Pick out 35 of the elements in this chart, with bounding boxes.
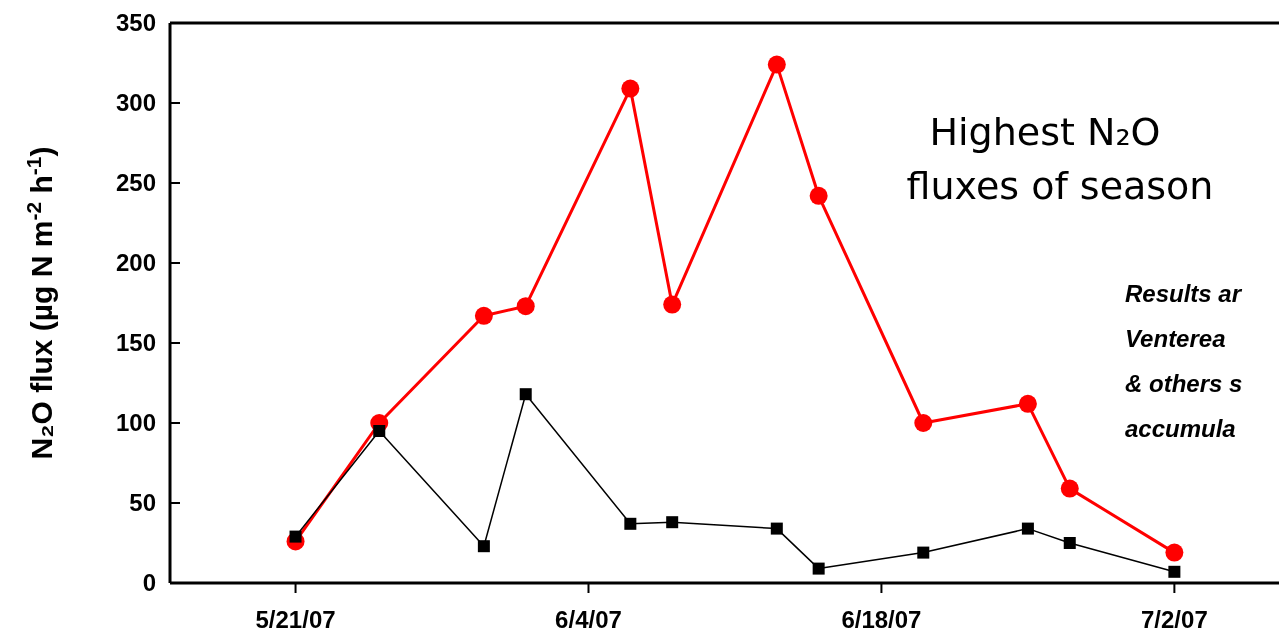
y-tick-label: 250 [115, 169, 156, 197]
y-tick-label: 100 [115, 409, 156, 437]
point [624, 517, 637, 530]
x-tick-label: 5/21/07 [255, 606, 336, 633]
point [516, 297, 535, 316]
point [519, 388, 532, 401]
point [474, 306, 493, 325]
point [770, 522, 783, 535]
point [1168, 565, 1181, 578]
point [812, 562, 825, 575]
y-tick-label: 200 [115, 249, 156, 277]
y-tick-label: 50 [129, 489, 156, 517]
point [1060, 479, 1079, 498]
x-tick-label: 7/2/07 [1141, 606, 1208, 633]
point [1021, 522, 1034, 535]
point [767, 55, 786, 74]
point [666, 516, 679, 529]
y-tick-label: 0 [142, 569, 156, 597]
point [1165, 543, 1184, 562]
y-tick-label: 150 [115, 329, 156, 357]
annotation: Results ar Venterea & others s accumula [1125, 280, 1243, 442]
annotation: Highest N₂O fluxes of season [906, 110, 1214, 208]
point [621, 79, 640, 98]
point [477, 540, 490, 553]
point [917, 546, 930, 559]
point [373, 425, 386, 437]
point [914, 414, 933, 432]
point [1063, 537, 1076, 549]
y-tick-label: 350 [115, 9, 156, 37]
x-tick-label: 6/18/07 [841, 606, 922, 633]
y-tick-label: 300 [115, 89, 156, 117]
point [809, 186, 828, 205]
point [663, 295, 682, 314]
point [1018, 394, 1037, 413]
x-tick-label: 6/4/07 [555, 606, 622, 633]
